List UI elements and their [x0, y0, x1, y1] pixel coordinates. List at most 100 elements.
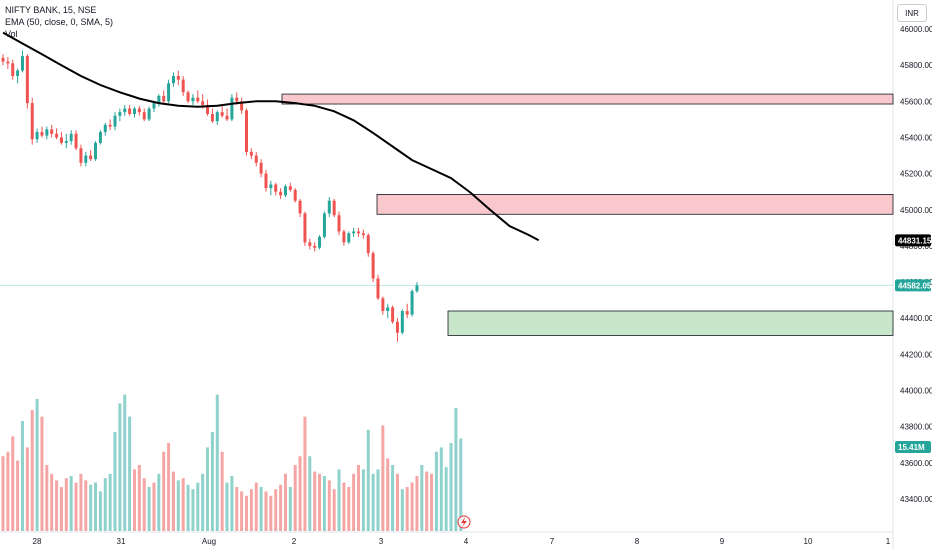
- candle-body: [347, 233, 351, 243]
- last-price-badge-bg: [895, 279, 931, 292]
- candle-body: [176, 76, 180, 80]
- candle-body: [59, 137, 63, 143]
- volume-bar: [25, 447, 29, 531]
- currency-button[interactable]: INR: [897, 4, 927, 22]
- ema-layer: [2, 31, 540, 242]
- candle-body: [410, 291, 414, 315]
- volume-bar: [191, 489, 195, 531]
- volume-bar: [293, 465, 297, 531]
- volume-bar: [342, 482, 346, 531]
- legend-symbol[interactable]: NIFTY BANK, 15, NSE: [5, 5, 97, 15]
- volume-bar: [235, 487, 239, 531]
- legend-volume[interactable]: Vol: [5, 29, 18, 39]
- volume-bar: [1, 456, 5, 531]
- price-tick-label: 45600.00: [900, 97, 932, 106]
- candle-body: [337, 215, 341, 232]
- demand-zone: [447, 310, 894, 336]
- candle-body: [132, 108, 136, 114]
- candle-body: [108, 124, 112, 127]
- candle-body: [322, 213, 326, 237]
- candle-body: [79, 148, 83, 163]
- candle-body: [313, 245, 317, 248]
- volume-bar: [264, 491, 268, 531]
- volume-bar: [240, 491, 244, 531]
- price-tick-label: 45800.00: [900, 61, 932, 70]
- candle-body: [55, 133, 59, 138]
- volume-bar: [249, 489, 253, 531]
- candle-body: [415, 285, 419, 292]
- volume-bar: [415, 476, 419, 531]
- volume-bar: [220, 451, 224, 531]
- candle-body: [405, 311, 409, 315]
- volume-bar: [79, 473, 83, 531]
- candle-body: [279, 191, 283, 196]
- time-tick-label: 2: [292, 537, 297, 546]
- time-tick-label: 28: [33, 537, 42, 546]
- volume-bar: [11, 436, 15, 531]
- candle-body: [366, 235, 370, 254]
- volume-bar: [425, 471, 429, 531]
- price-scale[interactable]: 46000.00 45800.00 45600.00 45400.00 45200.00…: [900, 25, 932, 504]
- volume-bar: [283, 473, 287, 531]
- candle-body: [220, 112, 224, 116]
- volume-bar: [69, 476, 73, 531]
- candle-body: [152, 103, 156, 109]
- time-tick-label: 1: [886, 537, 891, 546]
- ema-line: [2, 31, 540, 242]
- price-badges: 44831.15 44582.05 15.41M: [895, 234, 932, 453]
- volume-bar: [35, 399, 39, 531]
- volume-bar: [434, 451, 438, 531]
- candle-body: [118, 112, 122, 116]
- candle-body: [249, 151, 253, 156]
- candle-body: [361, 233, 365, 236]
- volume-bar: [318, 473, 322, 531]
- price-tick-label: 43800.00: [900, 423, 932, 432]
- candle-body: [386, 307, 390, 311]
- candle-body: [30, 103, 34, 140]
- volume-bar: [400, 489, 404, 531]
- volume-bar: [449, 443, 453, 531]
- price-tick-label: 45200.00: [900, 170, 932, 179]
- volume-bar: [444, 467, 448, 531]
- candle-body: [201, 101, 205, 105]
- price-tick-label: 44400.00: [900, 314, 932, 323]
- volume-bar: [132, 469, 136, 531]
- legend-ema[interactable]: EMA (50, close, 0, SMA, 5): [5, 17, 114, 27]
- candle-body: [230, 97, 234, 120]
- volume-layer: [1, 394, 463, 531]
- volume-bar: [142, 478, 146, 531]
- volume-bar: [201, 473, 205, 531]
- lightning-icon[interactable]: [457, 515, 471, 529]
- time-tick-label: 7: [550, 537, 555, 546]
- candle-body: [181, 79, 185, 93]
- candle-body: [20, 56, 24, 71]
- time-tick-label: 4: [464, 537, 469, 546]
- candle-body: [342, 231, 346, 243]
- volume-bar: [322, 476, 326, 531]
- volume-bar: [162, 451, 166, 531]
- volume-bar: [439, 447, 443, 531]
- volume-bar: [308, 456, 312, 531]
- candle-body: [89, 155, 93, 160]
- candle-body: [274, 184, 278, 192]
- time-scale[interactable]: 28 31 Aug 2 3 4 7 8 9 10 1: [33, 537, 891, 546]
- candle-body: [225, 115, 229, 120]
- volume-bar: [167, 443, 171, 531]
- volume-bar: [118, 403, 122, 531]
- volume-bar: [230, 476, 234, 531]
- candle-body: [264, 173, 268, 189]
- price-tick-label: 45400.00: [900, 133, 932, 142]
- volume-bar: [40, 416, 44, 531]
- volume-bar: [30, 410, 34, 531]
- candle-body: [269, 184, 273, 189]
- volume-bar: [386, 458, 390, 531]
- volume-bar: [269, 495, 273, 531]
- zones-layer: [281, 93, 894, 336]
- volume-bar: [361, 469, 365, 531]
- volume-bar: [152, 482, 156, 531]
- volume-bar: [274, 489, 278, 531]
- candle-body: [293, 189, 297, 201]
- volume-bar: [16, 460, 20, 531]
